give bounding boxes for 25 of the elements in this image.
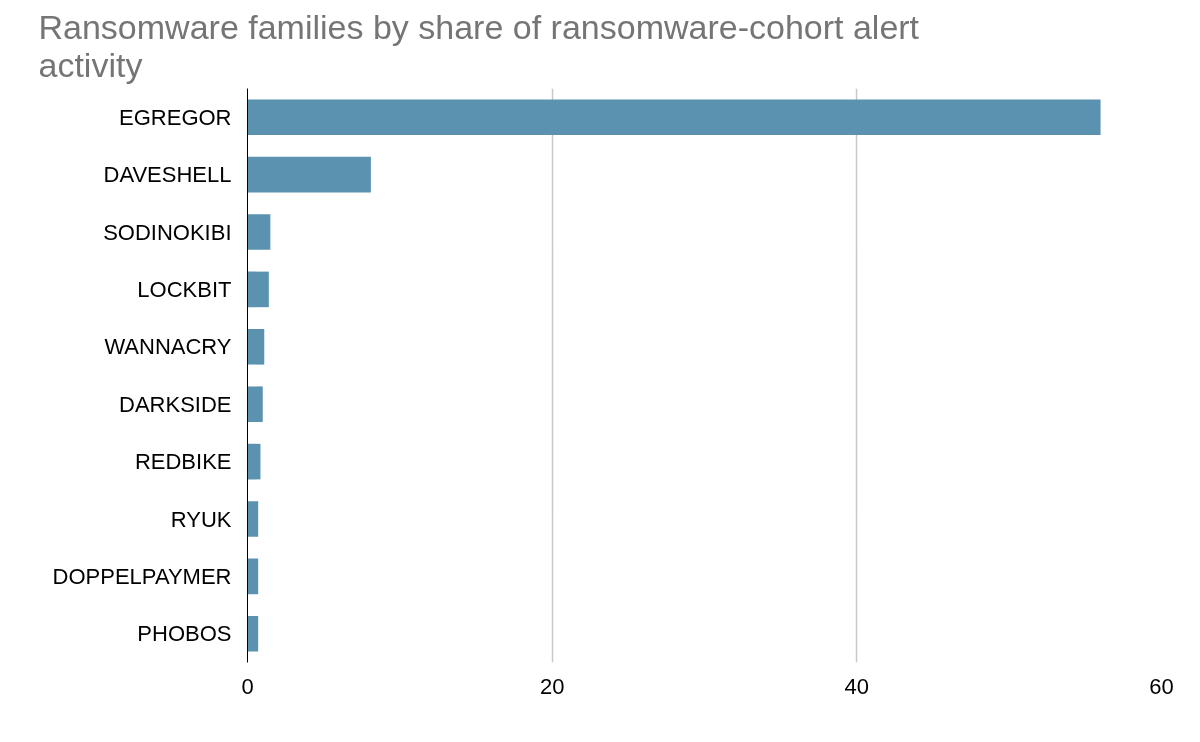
bar — [247, 214, 271, 250]
y-tick-label: RYUK — [170, 506, 232, 532]
x-tick-label: 20 — [539, 673, 565, 699]
bar — [247, 329, 265, 365]
bar — [247, 99, 1101, 135]
bar — [247, 156, 371, 193]
bar — [247, 443, 261, 480]
y-tick-label: DARKSIDE — [119, 391, 232, 417]
x-tick-label: 0 — [241, 673, 254, 699]
y-tick-label: REDBIKE — [134, 449, 232, 475]
bar — [247, 386, 263, 422]
bar — [247, 616, 259, 652]
y-tick-label: LOCKBIT — [137, 276, 232, 302]
bar — [247, 271, 269, 308]
y-tick-label: EGREGOR — [119, 104, 232, 130]
y-tick-label: PHOBOS — [137, 621, 232, 647]
y-tick-label: DAVESHELL — [103, 162, 232, 188]
chart-title: Ransomware families by share of ransomware-cohort alert activity — [38, 7, 920, 84]
x-tick-label: 60 — [1149, 673, 1174, 699]
x-tick-label: 40 — [844, 673, 870, 699]
y-tick-label: DOPPELPAYMER — [52, 563, 232, 589]
bar — [247, 558, 259, 595]
y-tick-label: WANNACRY — [104, 334, 232, 360]
bar — [247, 501, 259, 537]
y-tick-label: SODINOKIBI — [103, 219, 232, 245]
